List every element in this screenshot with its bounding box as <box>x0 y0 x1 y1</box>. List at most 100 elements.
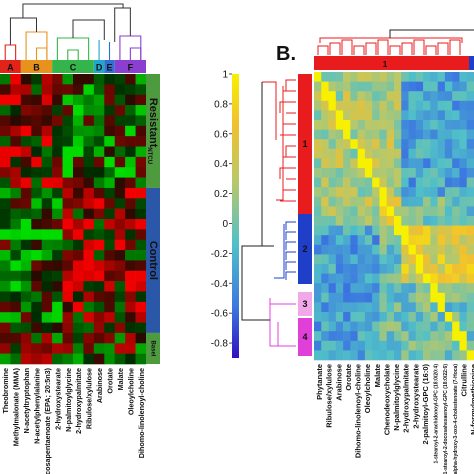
correlation-cell <box>415 120 424 130</box>
correlation-cell <box>466 81 474 92</box>
heatmap-cell <box>135 156 147 168</box>
correlation-cell <box>335 321 344 332</box>
correlation-cell <box>437 340 446 351</box>
heatmap-cell <box>10 94 22 106</box>
correlation-cell <box>394 120 402 130</box>
correlation-cell <box>430 168 438 178</box>
colorbar-tick-label: -0.4 <box>211 279 229 290</box>
correlation-cell <box>466 158 474 169</box>
correlation-cell <box>452 91 460 102</box>
correlation-cell <box>328 72 337 82</box>
heatmap-cell <box>93 125 105 137</box>
dendrogram-link <box>389 29 474 38</box>
correlation-cell <box>408 100 417 111</box>
correlation-cell <box>364 273 373 284</box>
variable-label: 2-hydroxystearate <box>411 364 420 429</box>
correlation-cell <box>452 292 460 303</box>
colorbar-tick-label: -0.8 <box>211 339 229 350</box>
correlation-cell <box>437 139 446 150</box>
heatmap-cell <box>31 239 43 251</box>
correlation-cell <box>394 168 402 178</box>
heatmap-cell <box>20 167 32 178</box>
correlation-cell <box>415 312 424 322</box>
heatmap-cell <box>41 260 53 272</box>
correlation-cell <box>350 331 358 342</box>
correlation-cell <box>357 254 366 265</box>
heatmap-cell <box>114 84 126 96</box>
correlation-cell <box>357 100 366 111</box>
panel-a-column-labels: Theobromine Methylmalonate (MMA) N-acetylt… <box>1 367 146 474</box>
dendrogram-link <box>319 37 463 43</box>
heatmap-cell <box>10 74 22 85</box>
heatmap-cell <box>52 270 63 282</box>
correlation-cell <box>379 350 388 361</box>
variable-label: N-formylmethionine <box>469 364 474 435</box>
correlation-cell <box>335 148 344 159</box>
correlation-cell <box>459 187 468 198</box>
correlation-cell <box>321 110 329 121</box>
correlation-cell <box>408 120 417 130</box>
correlation-cell <box>328 187 337 198</box>
correlation-cell <box>335 254 344 265</box>
correlation-cell <box>408 129 417 140</box>
correlation-cell <box>357 196 366 207</box>
correlation-cell <box>321 139 329 150</box>
variable-label: Orotate <box>344 364 353 391</box>
correlation-cell <box>321 302 329 313</box>
heatmap-cell <box>135 198 147 209</box>
dendrogram-link <box>114 7 131 42</box>
correlation-cell <box>328 81 337 92</box>
correlation-cell <box>364 206 373 217</box>
heatmap-cell <box>31 291 43 303</box>
heatmap-cell <box>31 177 43 189</box>
correlation-cell <box>321 292 329 303</box>
correlation-cell <box>350 139 358 150</box>
heatmap-cell <box>93 291 105 303</box>
correlation-cell <box>452 110 460 121</box>
correlation-cell <box>372 225 380 236</box>
heatmap-cell <box>114 250 126 261</box>
heatmap-cell <box>52 301 63 313</box>
correlation-cell <box>437 158 446 169</box>
heatmap-cell <box>62 343 74 354</box>
heatmap-cell <box>135 74 147 85</box>
heatmap-cell <box>114 239 126 251</box>
correlation-cell <box>350 129 358 140</box>
cluster-bar-top <box>314 56 469 70</box>
correlation-cell <box>343 187 351 198</box>
column-group-label: A <box>7 63 14 73</box>
heatmap-cell <box>114 74 126 85</box>
colorbar-tick-label: 0.8 <box>214 99 228 110</box>
correlation-cell <box>372 244 380 255</box>
correlation-cell <box>394 158 402 169</box>
correlation-cell <box>321 331 329 342</box>
heatmap-cell <box>83 291 95 303</box>
correlation-cell <box>452 129 460 140</box>
heatmap-cell <box>41 167 53 178</box>
heatmap-cell <box>52 291 63 303</box>
correlation-cell <box>343 302 351 313</box>
correlation-cell <box>430 225 438 236</box>
heatmap-cell <box>73 343 84 354</box>
heatmap-cell <box>0 74 11 85</box>
heatmap-cell <box>31 105 43 116</box>
heatmap-cell <box>83 322 95 334</box>
correlation-cell <box>328 235 337 246</box>
correlation-cell <box>372 331 380 342</box>
correlation-cell <box>321 148 329 159</box>
heatmap-cell <box>41 291 53 303</box>
correlation-cell <box>379 100 388 111</box>
correlation-cell <box>444 72 453 82</box>
heatmap-cell <box>0 250 11 261</box>
panel-b-colorbar: 1 0.8 0.6 0.4 0.2 0 -0.2 -0.4 -0.6 -0.8 <box>211 70 239 358</box>
correlation-cell <box>415 110 424 121</box>
correlation-cell <box>364 331 373 342</box>
correlation-cell <box>408 72 417 82</box>
heatmap-cell <box>31 187 43 199</box>
cluster-bar-left <box>298 318 312 356</box>
heatmap-cell <box>41 84 53 96</box>
heatmap-cell <box>135 250 147 261</box>
heatmap-cell <box>0 353 11 365</box>
correlation-cell <box>437 120 446 130</box>
heatmap-cell <box>83 270 95 282</box>
